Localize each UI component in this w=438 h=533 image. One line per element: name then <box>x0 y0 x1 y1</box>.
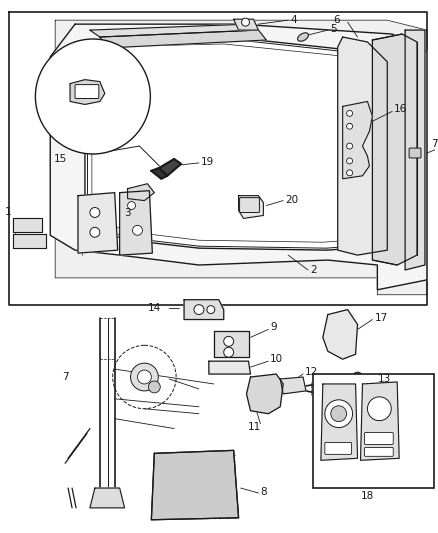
Ellipse shape <box>297 33 308 41</box>
Circle shape <box>348 396 357 406</box>
Circle shape <box>35 39 150 154</box>
Polygon shape <box>152 168 167 179</box>
Polygon shape <box>405 30 425 270</box>
Polygon shape <box>321 384 357 461</box>
Text: 11: 11 <box>248 422 261 432</box>
Text: 4: 4 <box>290 15 297 25</box>
Polygon shape <box>343 101 372 179</box>
Polygon shape <box>92 44 379 242</box>
Circle shape <box>346 123 353 129</box>
Circle shape <box>207 305 215 313</box>
Circle shape <box>367 397 391 421</box>
Text: 17: 17 <box>374 312 388 322</box>
Text: 18: 18 <box>361 491 374 501</box>
Text: 2: 2 <box>310 265 317 275</box>
Circle shape <box>224 336 233 346</box>
Circle shape <box>138 370 152 384</box>
Circle shape <box>133 225 142 235</box>
Circle shape <box>127 201 135 209</box>
Circle shape <box>90 207 100 217</box>
Polygon shape <box>90 24 258 37</box>
Circle shape <box>346 110 353 116</box>
Polygon shape <box>280 377 306 394</box>
Polygon shape <box>214 332 248 357</box>
FancyBboxPatch shape <box>364 433 393 445</box>
Text: 3: 3 <box>124 208 131 219</box>
Text: 14: 14 <box>148 303 161 313</box>
FancyBboxPatch shape <box>409 148 421 158</box>
Polygon shape <box>233 19 258 30</box>
FancyBboxPatch shape <box>313 374 434 488</box>
Polygon shape <box>120 191 152 255</box>
Text: 12: 12 <box>305 367 318 377</box>
Polygon shape <box>100 30 266 48</box>
Polygon shape <box>85 37 387 250</box>
Text: 5: 5 <box>330 24 336 34</box>
Polygon shape <box>360 382 399 461</box>
Circle shape <box>346 158 353 164</box>
Circle shape <box>194 305 204 314</box>
Circle shape <box>242 18 250 26</box>
Text: 19: 19 <box>201 157 214 167</box>
Text: 1: 1 <box>5 207 12 217</box>
Polygon shape <box>159 159 181 176</box>
Text: 7: 7 <box>431 139 438 149</box>
Text: 20: 20 <box>285 195 298 205</box>
Polygon shape <box>9 12 427 305</box>
Circle shape <box>353 372 363 382</box>
Circle shape <box>90 228 100 237</box>
Text: 7: 7 <box>62 372 68 382</box>
Circle shape <box>325 400 353 427</box>
Polygon shape <box>13 235 46 248</box>
Polygon shape <box>78 192 118 253</box>
Polygon shape <box>323 310 357 359</box>
Polygon shape <box>152 450 239 520</box>
Text: 10: 10 <box>270 354 283 364</box>
Polygon shape <box>184 300 224 319</box>
Text: 8: 8 <box>261 487 267 497</box>
Circle shape <box>131 363 158 391</box>
Polygon shape <box>90 488 124 508</box>
Polygon shape <box>127 184 154 200</box>
Circle shape <box>224 348 233 357</box>
Text: 6: 6 <box>333 15 340 25</box>
Polygon shape <box>338 37 387 255</box>
Polygon shape <box>372 34 417 265</box>
FancyBboxPatch shape <box>75 85 99 99</box>
Polygon shape <box>239 196 263 219</box>
Polygon shape <box>209 361 251 374</box>
Circle shape <box>331 406 346 422</box>
Text: 9: 9 <box>270 322 277 333</box>
FancyBboxPatch shape <box>364 447 393 456</box>
Circle shape <box>346 170 353 176</box>
Circle shape <box>148 381 160 393</box>
Circle shape <box>346 143 353 149</box>
Text: 16: 16 <box>394 104 407 115</box>
Polygon shape <box>50 24 427 290</box>
FancyBboxPatch shape <box>240 198 259 213</box>
Polygon shape <box>70 79 105 104</box>
Polygon shape <box>55 20 427 295</box>
Text: 13: 13 <box>378 374 391 384</box>
Polygon shape <box>13 219 42 232</box>
FancyBboxPatch shape <box>325 442 352 454</box>
Text: 15: 15 <box>53 154 67 164</box>
Polygon shape <box>247 374 283 414</box>
